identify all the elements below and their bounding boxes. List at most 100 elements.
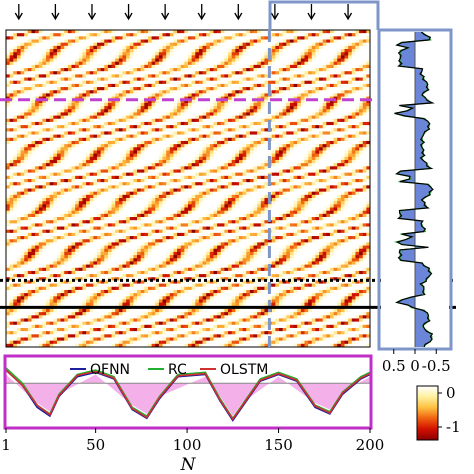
heatmap-cell <box>122 118 127 123</box>
heatmap-cell <box>275 61 280 66</box>
heatmap-cell <box>64 96 69 101</box>
heatmap-cell <box>311 52 316 56</box>
heatmap-cell <box>282 80 287 85</box>
heatmap-cell <box>224 52 229 56</box>
heatmap-cell <box>86 125 91 129</box>
heatmap-cell <box>140 77 145 82</box>
heatmap-cell <box>304 99 309 104</box>
heatmap-cell <box>35 36 40 41</box>
heatmap-cell <box>151 112 156 117</box>
heatmap-cell <box>322 121 327 126</box>
heatmap-cell <box>242 131 247 136</box>
heatmap-cell <box>264 121 269 126</box>
heatmap-cell <box>206 49 211 53</box>
heatmap-cell <box>253 42 258 47</box>
heatmap-cell <box>24 36 29 41</box>
heatmap-cell <box>111 83 116 88</box>
heatmap-cell <box>308 87 313 91</box>
heatmap-cell <box>264 49 269 53</box>
heatmap-cell <box>56 39 62 44</box>
heatmap-cell <box>300 33 306 37</box>
heatmap-cell <box>111 49 116 53</box>
heatmap-cell <box>351 118 357 123</box>
heatmap-cell <box>158 45 164 50</box>
heatmap-cell <box>67 93 73 98</box>
heatmap-cell <box>104 33 109 37</box>
heatmap-cell <box>137 90 142 94</box>
heatmap-cell <box>184 74 189 79</box>
heatmap-cell <box>319 68 324 72</box>
heatmap-cell <box>311 99 316 104</box>
heatmap-cell <box>315 90 320 94</box>
heatmap-cell <box>235 109 240 114</box>
heatmap-cell <box>49 128 54 133</box>
heatmap-cell <box>75 131 80 136</box>
heatmap-cell <box>271 39 276 44</box>
heatmap-cell <box>64 112 69 117</box>
heatmap-cell <box>122 93 127 98</box>
heatmap-cell <box>75 45 80 50</box>
heatmap-cell <box>180 45 185 50</box>
heatmap-cell <box>89 36 94 41</box>
heatmap-cell <box>253 121 258 126</box>
heatmap-cell <box>253 134 258 139</box>
heatmap-cell <box>155 90 160 94</box>
heatmap-cell <box>362 109 367 114</box>
heatmap-cell <box>38 52 43 56</box>
heatmap-cell <box>162 71 167 75</box>
heatmap-cell <box>260 112 266 117</box>
heatmap-cell <box>144 99 149 104</box>
heatmap-cell <box>235 77 240 82</box>
heatmap-cell <box>71 77 76 82</box>
heatmap-cell <box>359 49 364 53</box>
heatmap-cell <box>297 52 302 56</box>
heatmap-cell <box>27 87 33 91</box>
heatmap-cell <box>242 58 247 63</box>
heatmap-cell <box>6 118 11 123</box>
heatmap-cell <box>257 125 262 129</box>
heatmap-cell <box>257 55 262 60</box>
heatmap-cell <box>107 71 113 75</box>
heatmap-cell <box>326 90 331 94</box>
heatmap-cell <box>257 106 262 110</box>
heatmap-cell <box>133 118 138 123</box>
heatmap-cell <box>147 80 153 85</box>
heatmap-cell <box>78 121 84 126</box>
heatmap-cell <box>213 80 218 85</box>
heatmap-cell <box>75 61 80 66</box>
heatmap-cell <box>42 93 47 98</box>
heatmap-cell <box>75 90 80 94</box>
heatmap-cell <box>104 77 109 82</box>
heatmap-cell <box>6 109 11 114</box>
heatmap-cell <box>158 121 164 126</box>
heatmap-cell <box>351 33 357 37</box>
heatmap-cell <box>202 90 207 94</box>
heatmap-cell <box>188 64 193 69</box>
heatmap-cell <box>260 99 266 104</box>
heatmap-cell <box>224 121 229 126</box>
heatmap-cell <box>71 106 76 110</box>
heatmap-cell <box>340 118 346 123</box>
heatmap-cell <box>169 80 175 85</box>
heatmap-cell <box>6 87 11 91</box>
heatmap-cell <box>275 112 280 117</box>
heatmap-cell <box>213 64 218 69</box>
heatmap-cell <box>264 42 269 47</box>
heatmap-cell <box>111 93 116 98</box>
heatmap-cell <box>191 118 196 123</box>
heatmap-cell <box>118 134 124 139</box>
heatmap-cell <box>184 30 189 34</box>
heatmap-cell <box>362 64 367 69</box>
heatmap-cell <box>9 49 14 53</box>
heatmap-cell <box>53 55 58 60</box>
heatmap-cell <box>231 93 236 98</box>
heatmap-cell <box>344 112 349 117</box>
heatmap-cell <box>177 134 182 139</box>
heatmap-cell <box>351 74 357 79</box>
heatmap-cell <box>49 102 54 107</box>
heatmap-cell <box>100 90 105 94</box>
heatmap-cell <box>75 87 80 91</box>
heatmap-cell <box>158 83 164 88</box>
heatmap-cell <box>122 52 127 56</box>
heatmap-cell <box>340 74 346 79</box>
